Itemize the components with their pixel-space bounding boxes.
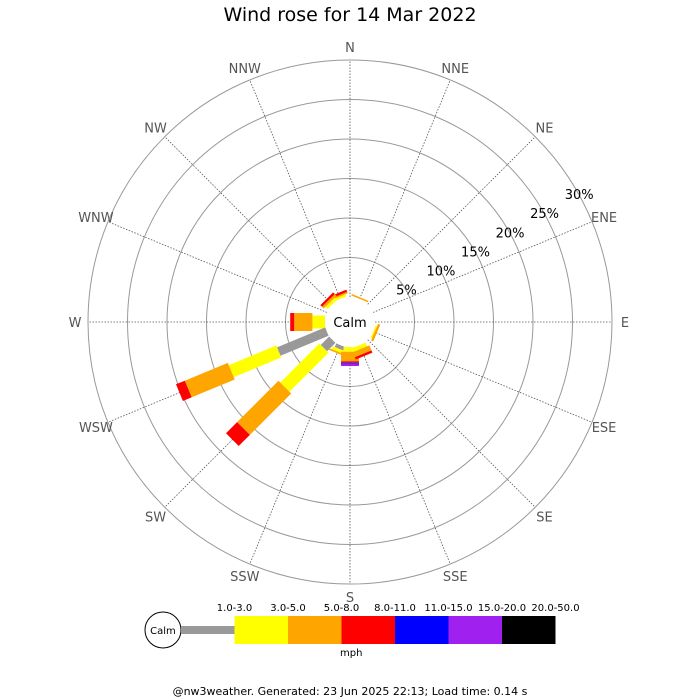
legend-label-2: 5.0-8.0 (324, 603, 359, 614)
petal-s-bin-4 (341, 362, 359, 364)
direction-label: WSW (79, 421, 113, 436)
petal-ssw-bin-0 (334, 343, 345, 351)
grid-spoke (367, 136, 536, 305)
legend-label-0: 1.0-3.0 (217, 603, 252, 614)
chart-title: Wind rose for 14 Mar 2022 (223, 4, 477, 26)
petal-ese-bin-2 (371, 323, 381, 342)
grid-spoke (164, 136, 333, 305)
radial-label: 5% (396, 284, 417, 299)
grid-spoke (372, 221, 593, 313)
petal-wsw-bin-3 (176, 380, 192, 401)
petal-ese-bin-1 (370, 325, 377, 339)
direction-label: SE (536, 510, 552, 525)
legend-swatch-0 (181, 626, 235, 634)
radial-label: 20% (496, 226, 525, 241)
unit-label: mph (340, 648, 363, 659)
direction-label: SSW (230, 570, 260, 585)
direction-label: NNE (441, 62, 469, 77)
petal-w-bin-1 (312, 315, 325, 329)
direction-label: E (621, 316, 629, 331)
direction-label: W (69, 316, 82, 331)
petal-nw-bin-2 (322, 294, 337, 309)
petal-wsw-bin-2 (184, 362, 235, 398)
petal-s-bin-3 (341, 361, 359, 363)
speed-legend: Calm 1.0-3.0 3.0-5.0 5.0-8.0 8.0-11.0 11.0-15… (144, 603, 580, 649)
grid-spoke (359, 344, 451, 565)
legend-swatch-1 (234, 616, 288, 644)
petal-sse-bin-1 (353, 342, 368, 352)
calm-label: Calm (333, 316, 366, 331)
direction-label: ENE (591, 211, 617, 226)
petal-nne-bin-2 (351, 294, 369, 303)
petal-sse-bin-3 (354, 350, 373, 360)
chart-overlay: Calm 5% 10% 15% 20% 25% 30% (325, 188, 594, 347)
legend-label-4: 11.0-15.0 (424, 603, 472, 614)
petal-nw-bin-3 (320, 292, 335, 307)
petal-sw-bin-0 (320, 336, 336, 352)
calm-circle (325, 297, 375, 347)
grid-ring (127, 99, 573, 545)
direction-label: S (346, 591, 354, 606)
legend-calm-label: Calm (150, 626, 176, 637)
legend-swatch-5 (448, 616, 502, 644)
grid-spoke (359, 79, 451, 300)
direction-label: NNW (229, 62, 261, 77)
grid-spoke (372, 331, 593, 423)
petal-sw-bin-2 (237, 380, 292, 435)
grid-ring (87, 59, 613, 585)
radial-label: 10% (427, 265, 456, 280)
legend-swatch-4 (395, 616, 449, 644)
grid-spoke (367, 339, 536, 508)
direction-label: N (345, 41, 355, 56)
footer-text: @nw3weather. Generated: 23 Jun 2025 22:1… (172, 685, 528, 698)
direction-label: SW (145, 510, 166, 525)
petal-nw-bin-1 (325, 297, 337, 309)
petal-w-bin-2 (294, 313, 313, 331)
petal-s-bin-1 (343, 347, 357, 352)
legend-swatch-6 (502, 616, 556, 644)
direction-label: WNW (78, 211, 114, 226)
petal-wsw-bin-1 (228, 345, 282, 378)
petal-w-bin-3 (290, 313, 295, 331)
petal-sw-bin-1 (280, 343, 329, 392)
radial-label: 25% (530, 207, 559, 222)
wind-petals (176, 289, 381, 446)
direction-label: SSE (443, 570, 468, 585)
grid-ring (166, 138, 534, 506)
petal-sse-bin-2 (352, 345, 372, 358)
legend-label-5: 15.0-20.0 (478, 603, 526, 614)
direction-label: ESE (592, 421, 617, 436)
grid-spoke (249, 344, 341, 565)
radial-label: 15% (461, 245, 490, 260)
petal-wsw-bin-0 (277, 327, 329, 356)
petal-sw-bin-3 (226, 422, 250, 446)
grid-spoke (249, 79, 341, 300)
direction-label: NE (535, 122, 553, 137)
legend-label-1: 3.0-5.0 (270, 603, 305, 614)
legend-label-6: 20.0-50.0 (531, 603, 579, 614)
petal-s-bin-5 (341, 363, 359, 366)
direction-label: NW (144, 122, 167, 137)
legend-swatch-2 (288, 616, 342, 644)
legend-label-3: 8.0-11.0 (374, 603, 416, 614)
grid-spoke (107, 221, 328, 313)
legend-swatch-3 (341, 616, 395, 644)
radial-label: 30% (565, 188, 594, 203)
